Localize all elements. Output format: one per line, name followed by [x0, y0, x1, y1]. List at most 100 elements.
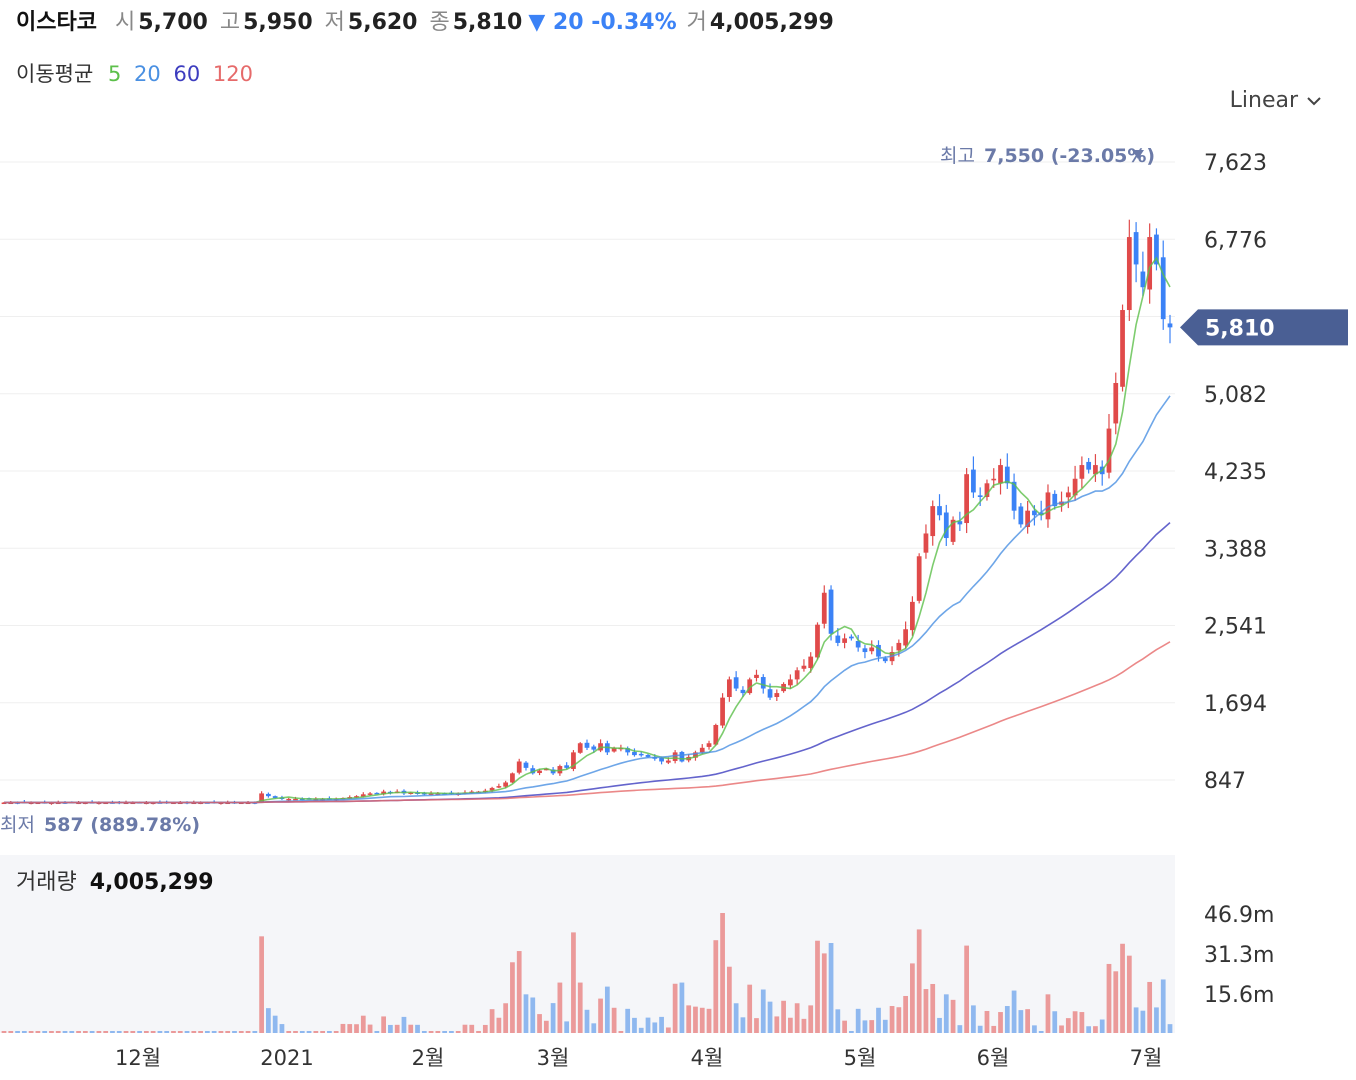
volume-bar — [747, 984, 753, 1033]
volume-bar — [306, 1031, 312, 1033]
volume-panel-value: 4,005,299 — [89, 870, 214, 895]
volume-bar — [876, 1007, 881, 1033]
stock-name: 이스타코 — [16, 10, 97, 35]
volume-bar — [110, 1031, 115, 1033]
ma120-label[interactable]: 120 — [212, 62, 253, 86]
volume-bar — [137, 1031, 142, 1033]
candle-body — [1093, 465, 1098, 475]
volume-bar — [571, 932, 576, 1033]
candle-body — [1045, 492, 1051, 520]
volume-bar — [299, 1031, 305, 1033]
x-tick-label: 5월 — [844, 1046, 877, 1070]
y-tick-label: 6,776 — [1204, 228, 1267, 253]
volume-bar — [916, 929, 922, 1033]
volume-bar — [1106, 963, 1112, 1033]
candle-body — [266, 793, 271, 797]
volume-bar — [428, 1031, 434, 1033]
volume-bar — [699, 1007, 705, 1033]
volume-bar — [943, 994, 949, 1033]
volume-bar — [1120, 943, 1125, 1033]
candle-body — [1120, 310, 1125, 387]
volume-bar — [374, 1031, 380, 1033]
volume-bar — [774, 1016, 780, 1033]
volume-bar — [991, 1025, 997, 1033]
scale-select[interactable]: Linear — [1230, 88, 1322, 113]
ma120-line — [4, 641, 1171, 804]
candle-body — [835, 635, 841, 643]
x-tick-label: 4월 — [691, 1046, 724, 1070]
volume-bar — [1093, 1026, 1098, 1033]
volume-panel-bg — [0, 855, 1175, 1033]
ma60-label[interactable]: 60 — [173, 62, 201, 86]
candle-body — [706, 743, 712, 747]
volume-bar — [150, 1031, 156, 1033]
ma20-label[interactable]: 20 — [134, 62, 161, 86]
volume-bar — [611, 1007, 617, 1033]
candle-body — [408, 792, 414, 794]
candle-body — [1147, 237, 1153, 290]
low-annotation-value: 587 (889.78%) — [44, 814, 200, 836]
volume-bar — [1038, 1031, 1044, 1033]
candle-body — [1018, 506, 1024, 525]
y-tick-label: 2,541 — [1204, 615, 1267, 640]
x-tick-label: 7월 — [1130, 1046, 1163, 1070]
candle-body — [489, 787, 495, 791]
candle-body — [510, 773, 515, 783]
volume-bar — [1113, 971, 1119, 1033]
candle-body — [1160, 257, 1166, 320]
volume-bar — [1072, 1011, 1078, 1033]
candle-body — [869, 647, 875, 652]
candle-body — [591, 746, 597, 750]
volume-bar — [462, 1024, 468, 1033]
volume-bar — [388, 1024, 393, 1033]
volume-bar — [408, 1024, 414, 1033]
open-value: 5,700 — [138, 10, 208, 35]
ma5-label[interactable]: 5 — [107, 62, 122, 86]
volume-bar — [442, 1031, 448, 1033]
volume-bar — [835, 1009, 841, 1033]
volume-bar — [1045, 994, 1051, 1033]
candle-body — [679, 751, 685, 762]
candle-body — [849, 636, 854, 639]
candle-body — [435, 793, 441, 795]
volume-bar — [286, 1031, 292, 1033]
volume-bar — [1032, 1025, 1037, 1033]
candle-body — [713, 725, 719, 745]
volume-bar — [577, 982, 583, 1033]
candle-body — [523, 762, 529, 768]
ma5-line — [4, 256, 1171, 804]
volume-bar — [360, 1015, 366, 1033]
candle-body — [774, 693, 780, 698]
candle-body — [1140, 271, 1146, 288]
ma-title: 이동평균 — [16, 62, 94, 86]
volume-bar — [842, 1020, 847, 1033]
candle-body — [1167, 323, 1173, 328]
low-value: 5,620 — [347, 10, 418, 35]
volume-bar — [76, 1031, 81, 1033]
volume-bar — [171, 1031, 176, 1033]
volume-bar — [1079, 1012, 1085, 1033]
volume-bar — [726, 966, 732, 1033]
volume-bar — [333, 1031, 339, 1033]
x-tick-label: 6월 — [977, 1046, 1010, 1070]
y-tick-label: 3,388 — [1204, 537, 1267, 562]
volume-bar — [266, 1008, 271, 1033]
volume-bar — [787, 1017, 793, 1033]
volume-bar — [720, 913, 725, 1033]
candle-body — [1052, 493, 1058, 507]
candle-body — [842, 638, 847, 643]
high-label: 고 — [219, 10, 241, 35]
volume-tick-label: 15.6m — [1204, 983, 1274, 1008]
candle-body — [645, 755, 651, 757]
candle-body — [672, 752, 678, 761]
volume-bar — [1052, 1011, 1058, 1033]
volume-bar — [272, 1015, 278, 1033]
candle-body — [882, 658, 888, 662]
volume-bar — [557, 982, 563, 1033]
volume-bar — [354, 1024, 359, 1033]
volume-bar — [1018, 1010, 1024, 1033]
volume-bar — [1099, 1019, 1105, 1033]
volume-bar — [638, 1027, 644, 1033]
volume-bar — [367, 1024, 373, 1033]
